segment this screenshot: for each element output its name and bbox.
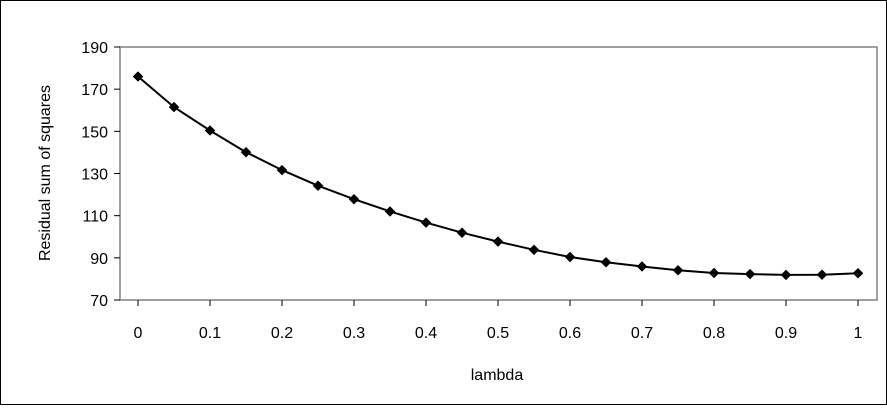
data-point-marker	[780, 269, 792, 281]
x-tick-label: 0.1	[199, 325, 221, 342]
x-tick-label: 0.3	[343, 325, 365, 342]
series-layer	[132, 71, 864, 281]
data-point-marker	[168, 101, 180, 113]
x-tick-label: 0.2	[271, 325, 293, 342]
data-point-marker	[528, 244, 540, 256]
y-tick-label: 130	[81, 167, 108, 184]
x-tick-label: 0.8	[703, 325, 725, 342]
x-tick-label: 0.9	[775, 325, 797, 342]
data-point-marker	[492, 236, 504, 247]
y-tick-label: 90	[90, 251, 108, 268]
x-tick-label: 0.4	[415, 325, 437, 342]
plot-area	[119, 46, 878, 301]
x-axis-title: lambda	[471, 367, 524, 384]
x-tick-label: 1	[854, 325, 863, 342]
data-point-marker	[636, 261, 648, 272]
y-tick-label: 110	[82, 209, 108, 226]
data-point-marker	[564, 251, 576, 263]
y-tick-label: 190	[81, 40, 108, 57]
data-point-marker	[852, 267, 864, 279]
data-point-marker	[348, 193, 360, 205]
data-point-marker	[744, 268, 756, 280]
x-tick-label: 0	[134, 325, 143, 342]
y-tick-label: 170	[81, 82, 108, 99]
x-axis: 0 0.1 0.2 0.3 0.4 0.5 0.6 0.7 0.8 0.9 1	[134, 300, 863, 342]
x-tick-label: 0.7	[631, 325, 653, 342]
data-point-marker	[240, 146, 252, 158]
y-tick-label: 150	[81, 124, 108, 141]
y-axis: 70 90 110 130 150 170 190	[81, 40, 120, 310]
data-point-marker	[600, 256, 612, 268]
data-point-marker	[708, 267, 720, 279]
x-tick-label: 0.5	[487, 325, 509, 342]
y-tick-label: 70	[90, 293, 108, 310]
data-point-marker	[816, 269, 828, 281]
data-point-marker	[672, 264, 684, 276]
data-point-marker	[456, 227, 468, 239]
data-point-marker	[276, 164, 288, 176]
data-point-marker	[312, 180, 324, 192]
data-point-marker	[420, 217, 432, 228]
data-point-marker	[384, 206, 396, 217]
x-tick-label: 0.6	[559, 325, 581, 342]
data-point-marker	[204, 125, 216, 136]
y-axis-title: Residual sum of squares	[37, 85, 54, 261]
data-point-marker	[132, 71, 144, 82]
